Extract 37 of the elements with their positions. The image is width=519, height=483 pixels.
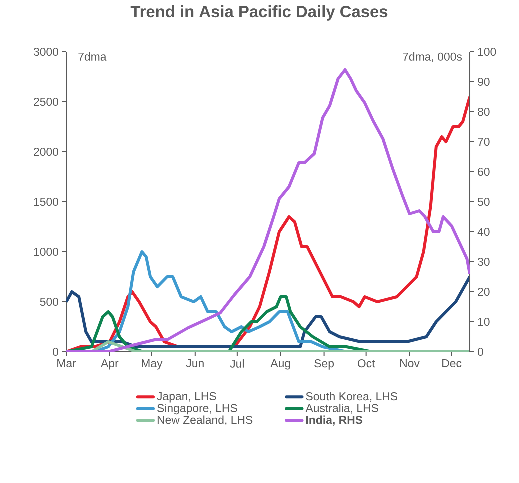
y2-tick-label: 80 (478, 108, 490, 116)
y2-tick-label: 10 (478, 318, 490, 326)
x-tick-label: Jul (230, 360, 244, 368)
y-axis-title: 7dma (78, 52, 107, 61)
y2-tick-label: 70 (478, 138, 490, 146)
x-tick-label: May (142, 360, 163, 370)
y2-tick-label: 50 (478, 198, 490, 206)
legend-label: Australia, LHS (306, 404, 378, 414)
x-tick-label: Mar (58, 360, 76, 368)
y-tick-label: 1000 (34, 248, 59, 256)
y-tick-label: 1500 (34, 198, 59, 206)
x-tick-label: Sep (314, 360, 334, 370)
y-tick-label: 500 (40, 298, 59, 306)
y-tick-label: 3000 (34, 48, 59, 56)
y2-tick-label: 100 (478, 48, 496, 56)
x-tick-label: Jun (186, 360, 204, 368)
y2-axis-title: 7dma, 000s (403, 52, 462, 62)
y2-tick-label: 90 (478, 78, 490, 86)
legend-label: New Zealand, LHS (158, 416, 253, 426)
y-tick-label: 2500 (34, 98, 59, 106)
y-tick-label: 2000 (34, 148, 59, 156)
x-tick-label: Apr (101, 360, 119, 370)
legend-label: South Korea, LHS (306, 392, 398, 402)
y2-tick-label: 60 (478, 168, 490, 176)
y-tick-label: 0 (53, 348, 59, 356)
y2-tick-label: 0 (478, 348, 484, 356)
x-tick-label: Aug (270, 360, 290, 370)
legend-label: Singapore, LHS (158, 404, 238, 415)
x-tick-label: Dec (442, 360, 462, 368)
legend-label: India, RHS (306, 416, 363, 426)
y2-tick-label: 30 (478, 258, 490, 266)
chart-title: Trend in Asia Pacific Daily Cases (130, 6, 388, 21)
x-tick-label: Nov (400, 360, 420, 368)
x-tick-label: Oct (358, 360, 376, 368)
y2-tick-label: 20 (478, 288, 490, 296)
y2-tick-label: 40 (478, 228, 490, 236)
legend-label: Japan, LHS (157, 392, 216, 403)
